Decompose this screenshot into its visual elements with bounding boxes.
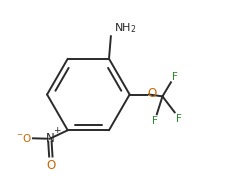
- Text: F: F: [152, 116, 158, 126]
- Text: F: F: [176, 114, 182, 124]
- Text: F: F: [172, 72, 178, 82]
- Text: $^{-}$O: $^{-}$O: [16, 132, 32, 144]
- Text: O: O: [46, 159, 55, 172]
- Text: N: N: [45, 132, 54, 145]
- Text: +: +: [53, 125, 61, 135]
- Text: O: O: [147, 88, 157, 100]
- Text: NH$_2$: NH$_2$: [114, 22, 136, 35]
